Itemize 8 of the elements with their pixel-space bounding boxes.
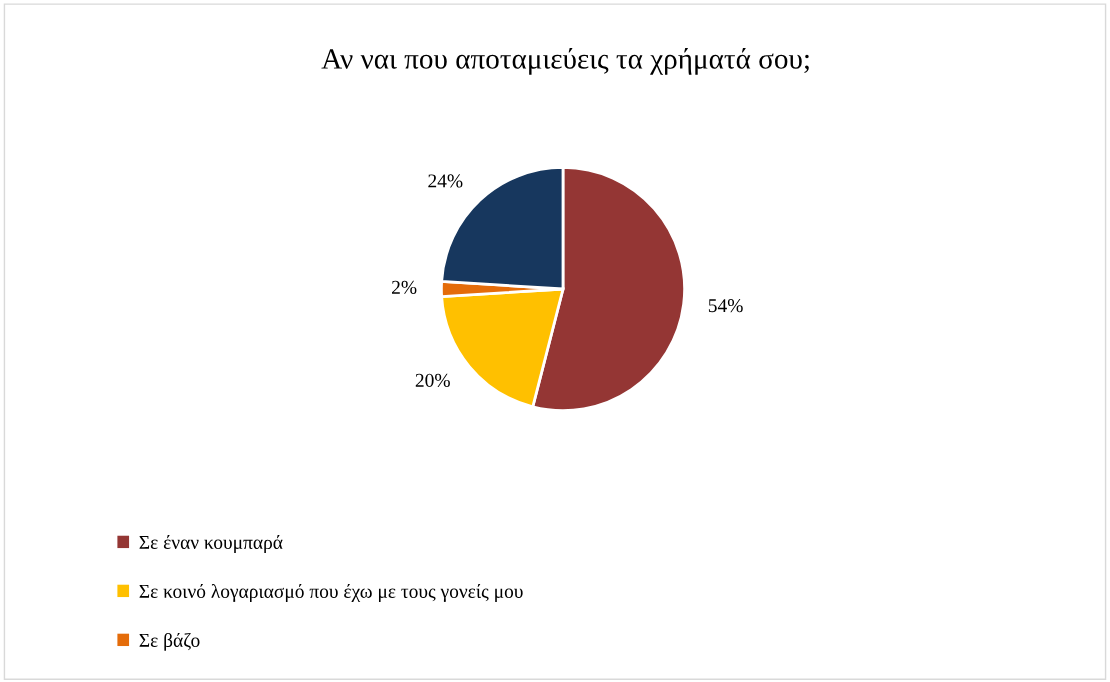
chart-title: Αν ναι που αποταμιεύεις τα χρήματά σου; <box>321 47 809 75</box>
legend-label: Σε έναν κουμπαρά <box>139 535 283 553</box>
data-label: 24% <box>428 174 463 188</box>
data-label: 20% <box>415 373 450 387</box>
data-label: 54% <box>708 299 743 313</box>
legend-label: Σε βάζο <box>139 633 200 651</box>
legend-label: Σε κοινό λογαριασμό που έχω με τους γονείς μου <box>139 584 523 602</box>
data-label: 2% <box>392 280 417 294</box>
